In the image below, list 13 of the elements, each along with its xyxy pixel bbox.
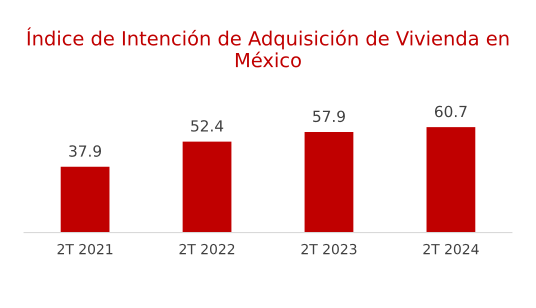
data-label: 52.4 <box>191 120 224 132</box>
x-tick-label: 2T 2023 <box>301 244 356 254</box>
x-tick-label: 2T 2024 <box>423 244 479 254</box>
data-label: 60.7 <box>434 106 467 118</box>
x-tick-label: 2T 2021 <box>58 244 112 254</box>
data-label: 37.9 <box>69 145 102 157</box>
x-tick-label: 2T 2022 <box>180 244 234 254</box>
bar <box>426 127 476 233</box>
chart-title: Índice de Intención de Adquisición de Vivienda en México <box>27 27 508 68</box>
bar <box>60 166 110 233</box>
bar <box>182 142 232 233</box>
bar <box>304 132 354 233</box>
data-label: 57.9 <box>313 110 345 122</box>
